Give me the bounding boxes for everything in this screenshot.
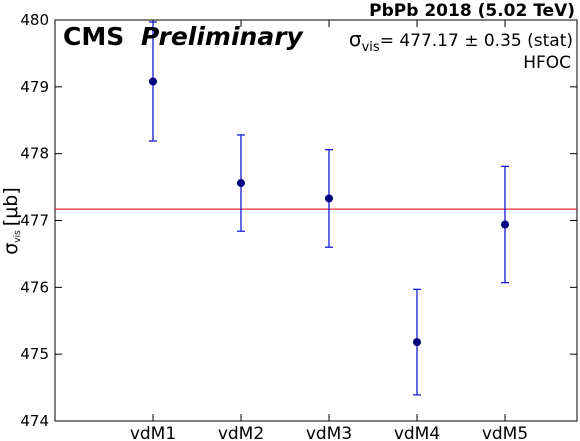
data-point: [501, 220, 509, 229]
y-tick-label: 478: [20, 145, 49, 163]
data-point: [413, 338, 421, 347]
experiment-name: CMS: [63, 22, 124, 51]
x-tick-label: vdM2: [218, 424, 264, 441]
status-label: Preliminary: [141, 22, 305, 51]
data-points: [149, 21, 509, 396]
fit-symbol: σ: [349, 27, 362, 51]
y-tick-label: 475: [20, 345, 49, 363]
y-tick-label: 480: [20, 11, 49, 29]
plot-frame: [54, 19, 578, 422]
y-axis-symbol: σ: [0, 243, 22, 255]
y-axis-label: σvis [μb]: [0, 187, 23, 255]
y-axis-subscript: vis: [13, 230, 23, 243]
x-tick-label: vdM1: [130, 424, 176, 441]
data-point: [149, 77, 157, 86]
fit-subscript: vis: [362, 40, 380, 55]
x-axis: vdM1 vdM2 vdM3 vdM4 vdM5: [130, 20, 528, 441]
y-axis-unit: [μb]: [0, 187, 22, 226]
y-tick-label: 477: [20, 212, 49, 230]
y-axis: 474 475 476 477 478 479 480: [20, 11, 577, 430]
data-point: [237, 179, 245, 188]
x-tick-label: vdM5: [482, 424, 528, 441]
data-point: [325, 194, 333, 203]
fit-result: σvis= 477.17 ± 0.35 (stat): [349, 27, 573, 55]
detector-label: HFOC: [523, 53, 571, 73]
experiment-label: CMS Preliminary: [63, 22, 305, 51]
x-tick-label: vdM3: [306, 424, 352, 441]
y-tick-label: 476: [20, 278, 49, 296]
y-tick-label: 474: [20, 412, 49, 430]
y-tick-label: 479: [20, 78, 49, 96]
x-tick-label: vdM4: [394, 424, 440, 441]
fit-value: = 477.17 ± 0.35 (stat): [380, 31, 573, 51]
chart-header: PbPb 2018 (5.02 TeV): [369, 1, 575, 21]
